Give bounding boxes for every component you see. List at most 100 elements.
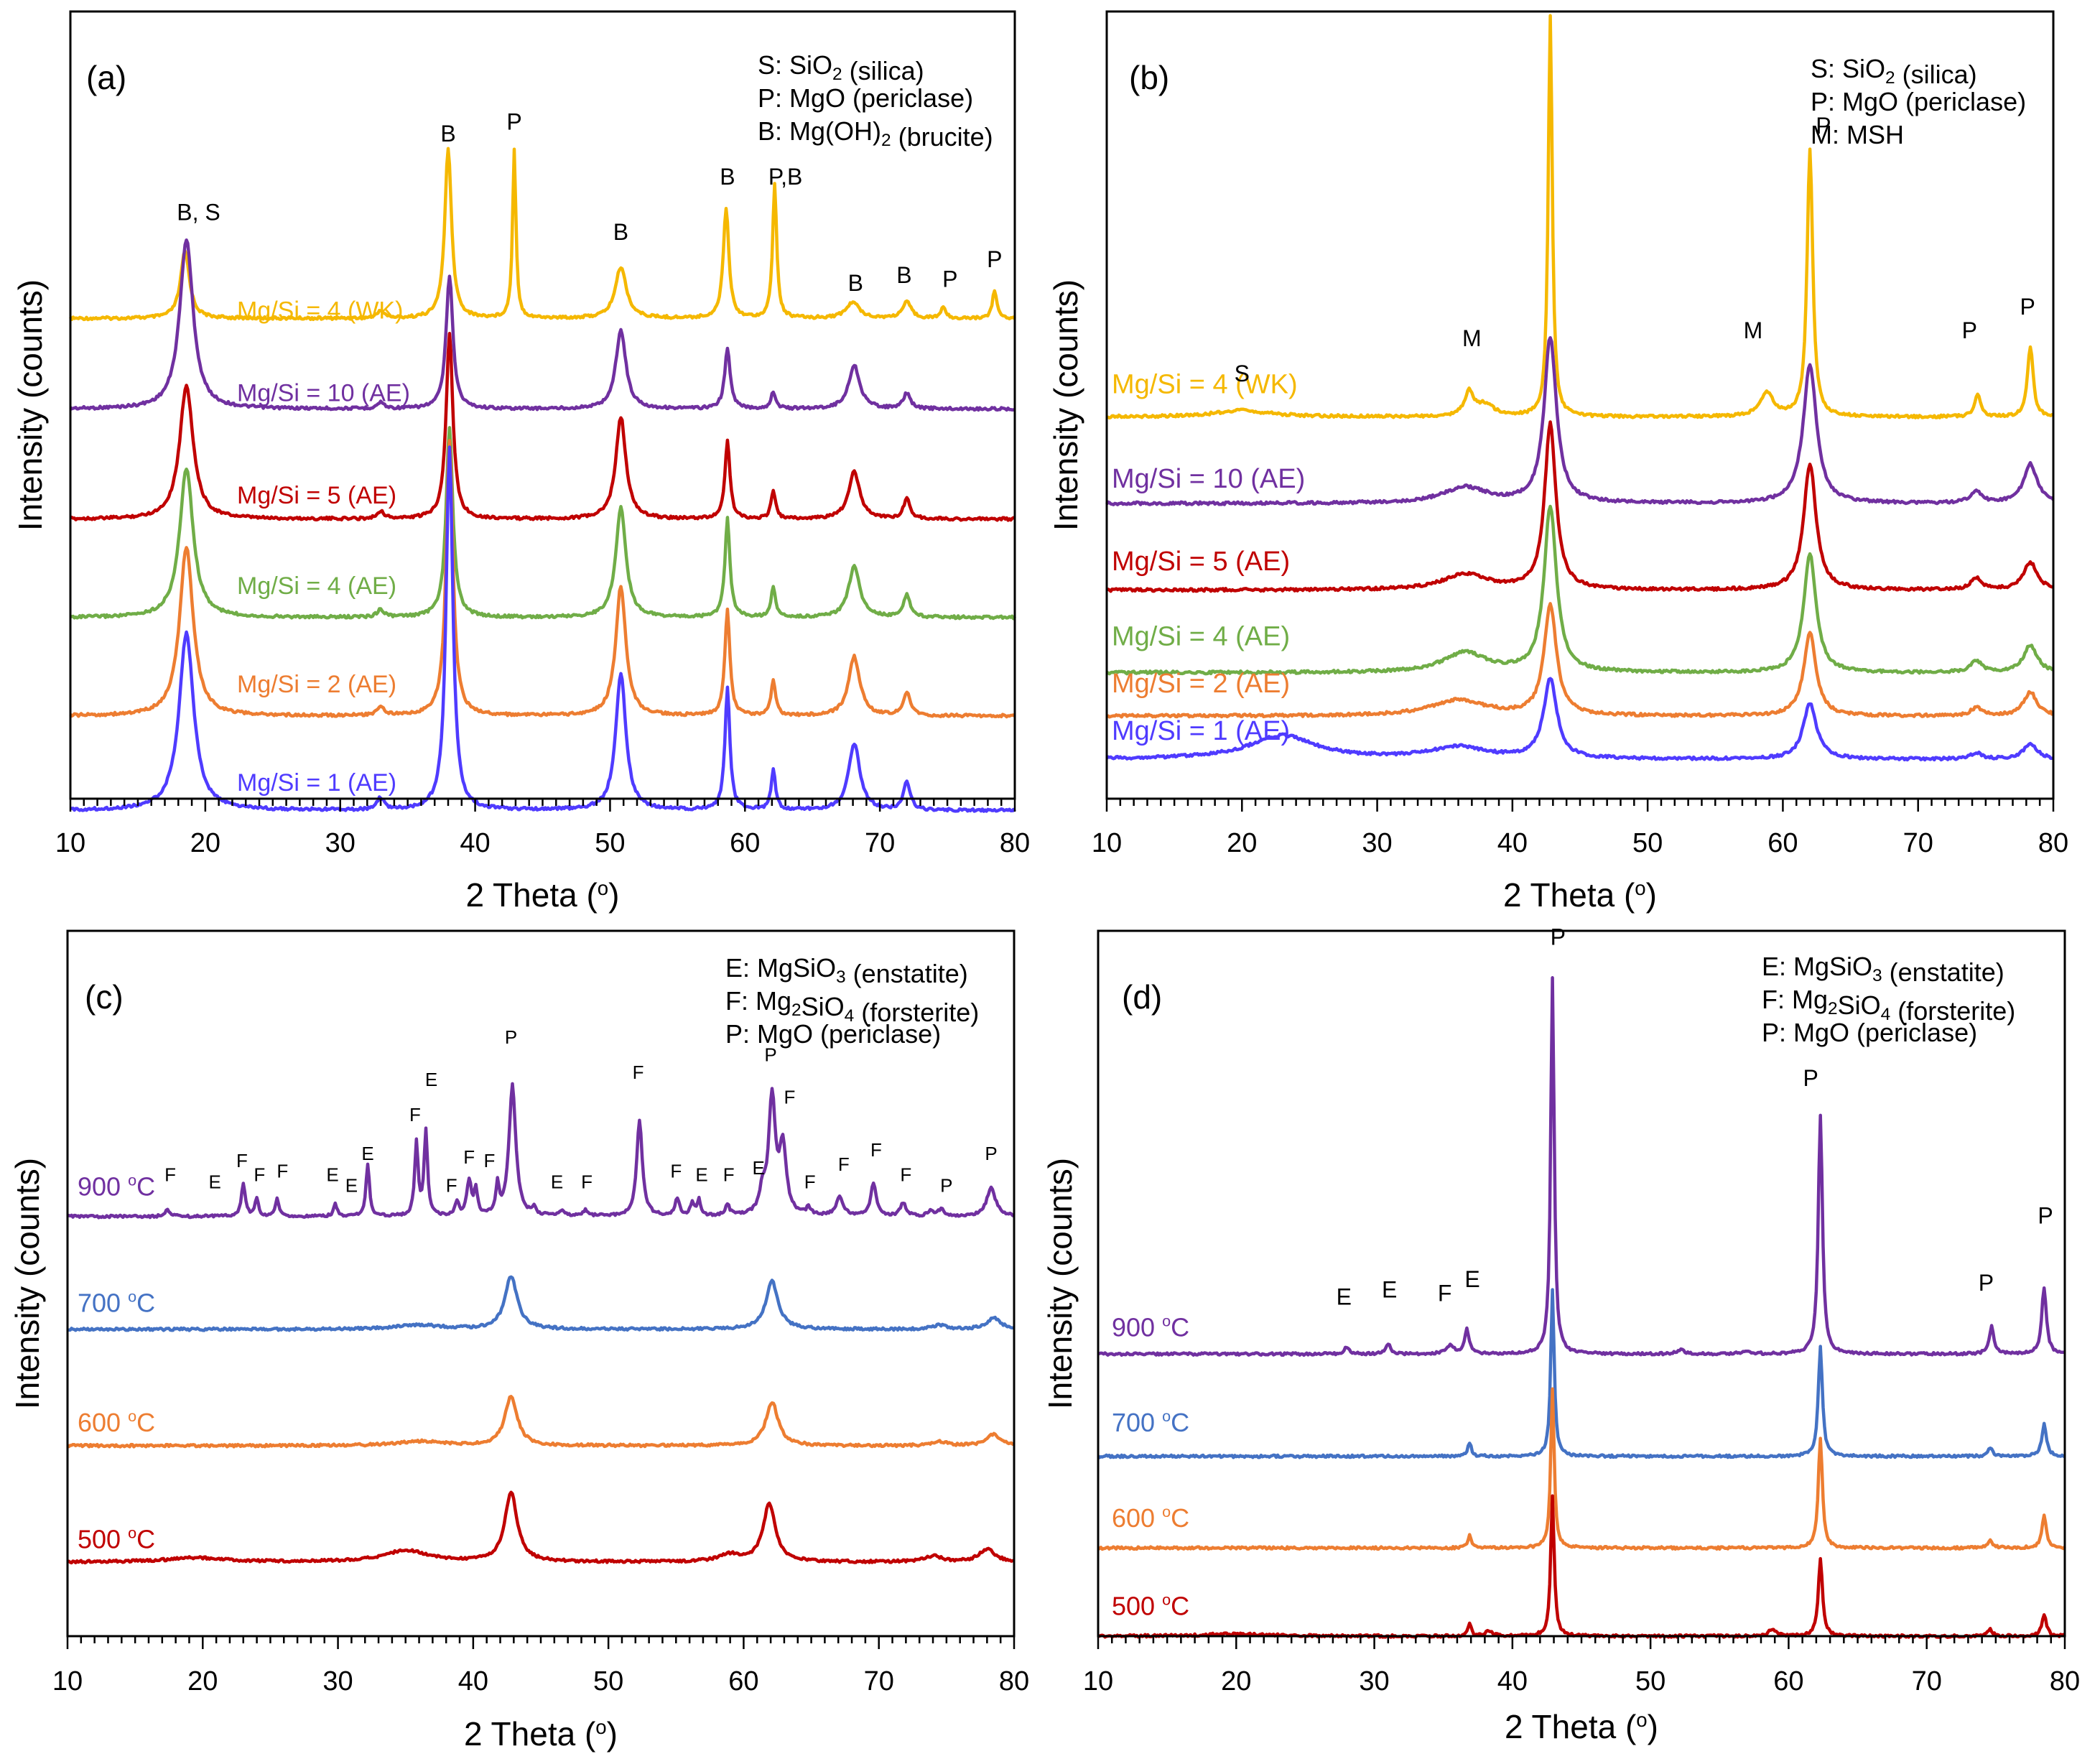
series-label: Mg/Si = 4 (WK) [1112, 370, 1298, 400]
panel-b: 10 20 30 40 50 60 70 80 2 Theta (o) Intensity (co… [1047, 0, 2068, 914]
peak-label: B [848, 270, 863, 296]
peak-label: B [613, 219, 628, 245]
x-tick-label: 60 [730, 828, 760, 858]
series-label: Mg/Si = 10 (AE) [1112, 464, 1305, 494]
peak-label: F [463, 1146, 475, 1168]
series-label: Mg/Si = 4 (WK) [237, 297, 403, 324]
series-label: Mg/Si = 2 (AE) [1112, 669, 1290, 699]
series-label: Mg/Si = 10 (AE) [237, 380, 410, 407]
x-axis-title: 2 Theta (o) [464, 1715, 618, 1753]
panel-label: (b) [1129, 59, 1169, 96]
peak-label: P [1962, 317, 1977, 343]
x-tick-label: 40 [1497, 828, 1528, 858]
x-tick-label: 10 [55, 828, 85, 858]
legend-entry: F: Mg2SiO4 (forsterite) [725, 986, 979, 1027]
trace-6 [1105, 677, 2054, 762]
x-tick-label: 10 [1092, 828, 1122, 858]
peak-label: F [870, 1139, 882, 1161]
legend-entry: M: MSH [1811, 120, 1904, 149]
peak-label: P [505, 1026, 517, 1048]
trace-3 [66, 1395, 1015, 1449]
peak-label: F [409, 1104, 421, 1125]
legend-entry: P: MgO (periclase) [725, 1019, 941, 1049]
x-tick-label: 50 [1632, 828, 1663, 858]
panel-label: (a) [86, 59, 126, 96]
x-tick-label: 80 [999, 1666, 1029, 1696]
peak-label: P,B [768, 164, 802, 190]
peak-label: E [326, 1164, 338, 1186]
peak-label: E [551, 1171, 563, 1192]
peak-label: P [985, 1143, 997, 1164]
legend-entry: E: MgSiO3 (enstatite) [725, 953, 968, 988]
x-tick-label: 50 [595, 828, 625, 858]
y-axis-title: Intensity (counts) [1047, 279, 1084, 531]
peak-label: E [1337, 1283, 1352, 1309]
series-label: Mg/Si = 5 (AE) [1112, 547, 1290, 577]
legend-entry: S: SiO2 (silica) [758, 50, 924, 85]
legend-entry: E: MgSiO3 (enstatite) [1762, 952, 2004, 987]
trace-3 [1097, 1387, 2066, 1551]
peak-label: B [720, 164, 735, 190]
series-label: 600 oC [1112, 1503, 1189, 1533]
peak-label: P [940, 1174, 952, 1196]
legend-entry: P: MgO (periclase) [1762, 1018, 1977, 1047]
x-tick-label: 20 [187, 1666, 218, 1696]
series-label: 900 oC [78, 1171, 155, 1201]
series-label: Mg/Si = 4 (AE) [1112, 621, 1290, 651]
peak-label: M [1744, 317, 1763, 343]
x-tick-label: 20 [1221, 1666, 1251, 1696]
x-tick-label: 60 [1773, 1666, 1803, 1696]
panel-c: 10 20 30 40 50 60 70 80 2 Theta (o) Intensity (co… [9, 929, 1029, 1753]
series-label: Mg/Si = 4 (AE) [237, 572, 396, 600]
y-axis-title: Intensity (counts) [11, 279, 49, 531]
x-tick-label: 80 [2050, 1666, 2080, 1696]
peak-label: E [1382, 1277, 1397, 1303]
series-label: Mg/Si = 1 (AE) [237, 769, 396, 797]
peak-label: F [581, 1171, 593, 1192]
peak-label: E [209, 1171, 221, 1192]
x-tick-label: 30 [325, 828, 356, 858]
panel-label: (d) [1122, 978, 1162, 1016]
x-tick-label: 60 [1767, 828, 1798, 858]
peak-label: P [1551, 924, 1566, 950]
x-axis-title: 2 Theta (o) [466, 876, 620, 914]
peak-label: F [446, 1174, 457, 1196]
peak-label: P [1803, 1065, 1818, 1091]
x-tick-label: 40 [1497, 1666, 1528, 1696]
trace-1 [1097, 976, 2066, 1357]
peak-label: P [506, 108, 521, 134]
x-tick-label: 80 [1000, 828, 1030, 858]
trace-4 [1097, 1494, 2066, 1639]
series-label: 600 oC [78, 1407, 155, 1437]
x-tick-label: 60 [728, 1666, 758, 1696]
x-tick-label: 50 [593, 1666, 623, 1696]
peak-label: M [1462, 325, 1482, 351]
series-label: 700 oC [1112, 1407, 1189, 1437]
x-tick-label: 30 [322, 1666, 353, 1696]
peak-label: B [896, 262, 911, 288]
peak-label: F [900, 1164, 911, 1186]
x-tick-label: 20 [1227, 828, 1257, 858]
peak-label: P [764, 1044, 776, 1066]
trace-5 [69, 439, 1016, 719]
x-tick-label: 10 [1083, 1666, 1113, 1696]
trace-3 [1106, 420, 2054, 593]
series-label: 900 oC [1112, 1312, 1189, 1342]
legend-entry: P: MgO (periclase) [1811, 87, 2026, 116]
series-label: Mg/Si = 2 (AE) [237, 671, 396, 698]
y-axis-title: Intensity (counts) [9, 1158, 46, 1409]
x-tick-label: 70 [864, 1666, 894, 1696]
peak-label: F [277, 1161, 288, 1182]
peak-label: F [236, 1150, 248, 1171]
peak-label: E [1464, 1266, 1479, 1292]
trace-2 [67, 1275, 1015, 1332]
peak-label: E [361, 1143, 373, 1164]
legend-entry: S: SiO2 (silica) [1811, 54, 1977, 89]
trace-2 [1105, 335, 2055, 506]
trace-3 [70, 332, 1016, 522]
trace-1 [1106, 14, 2054, 420]
peak-label: B [440, 121, 455, 147]
x-axis-title: 2 Theta (o) [1505, 1708, 1658, 1745]
series-label: 500 oC [78, 1523, 155, 1554]
peak-label: E [695, 1164, 707, 1186]
